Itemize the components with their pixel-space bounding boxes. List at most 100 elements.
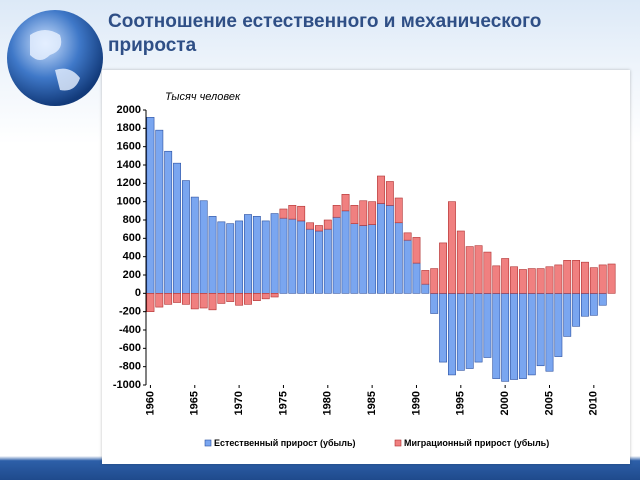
bar — [492, 293, 501, 379]
x-tick-label: 2000 — [499, 391, 511, 415]
bar — [536, 268, 545, 294]
y-tick-label: 400 — [123, 251, 141, 263]
bar — [412, 262, 421, 294]
bar — [261, 293, 270, 300]
bar — [341, 194, 350, 212]
bar — [474, 245, 483, 294]
bar — [217, 221, 226, 294]
x-tick-label: 1960 — [144, 391, 156, 415]
bar — [306, 222, 314, 230]
x-tick-label: 1990 — [410, 391, 422, 415]
bar — [208, 293, 217, 311]
y-tick-label: -600 — [119, 342, 141, 354]
bar — [518, 269, 527, 294]
bar — [288, 205, 297, 220]
x-tick-label: 2010 — [588, 391, 600, 415]
bar — [297, 220, 306, 294]
bar — [554, 264, 563, 294]
bar — [465, 293, 474, 369]
bar — [377, 203, 385, 294]
bar — [412, 237, 421, 264]
y-tick-label: 0 — [135, 287, 141, 299]
bar — [199, 200, 208, 294]
bar — [439, 293, 448, 363]
bar — [190, 196, 199, 294]
bar — [403, 232, 412, 241]
bar — [323, 219, 332, 230]
bar — [385, 205, 394, 294]
bar — [527, 268, 536, 294]
x-tick-label: 2005 — [543, 391, 555, 415]
bar — [332, 216, 341, 294]
bar — [483, 251, 492, 294]
bar — [146, 293, 155, 312]
x-tick-label: 1980 — [322, 391, 334, 415]
y-tick-label: 200 — [123, 269, 141, 281]
bar — [572, 293, 581, 327]
y-tick-label: 1000 — [117, 196, 141, 208]
bar — [377, 175, 385, 204]
bar — [536, 293, 545, 367]
y-tick-label: 1400 — [117, 159, 141, 171]
bar — [350, 205, 359, 224]
bar — [297, 205, 306, 222]
bar — [581, 293, 589, 317]
bar — [598, 293, 607, 306]
bar — [403, 239, 412, 294]
slide-title: Соотношение естественного и механическог… — [108, 11, 542, 56]
bar — [545, 266, 554, 294]
bar — [527, 293, 536, 376]
y-tick-label: -400 — [119, 324, 141, 336]
bar — [244, 214, 252, 294]
bar — [146, 117, 155, 294]
bar — [155, 129, 164, 294]
legend-swatch — [394, 439, 402, 447]
bar — [314, 225, 323, 232]
bar — [448, 293, 456, 376]
bar — [226, 293, 235, 302]
y-tick-label: -1000 — [113, 379, 141, 391]
bar — [261, 220, 270, 294]
bar — [581, 261, 589, 294]
y-tick-label: 800 — [123, 214, 141, 226]
bar — [510, 266, 518, 294]
y-tick-label: 2000 — [117, 104, 141, 116]
bar — [332, 205, 341, 218]
bar — [518, 293, 527, 379]
bar — [394, 222, 403, 294]
x-tick-label: 1995 — [455, 391, 467, 415]
bar — [306, 228, 314, 294]
bar — [208, 216, 217, 294]
bar — [190, 293, 199, 310]
bar — [359, 200, 368, 226]
bar — [164, 293, 173, 305]
x-tick-label: 1965 — [189, 391, 201, 415]
bar — [448, 201, 456, 294]
bar — [252, 216, 261, 294]
bar — [607, 263, 616, 294]
y-tick-label: 1200 — [117, 177, 141, 189]
bar — [252, 293, 261, 301]
bar — [368, 224, 377, 294]
bar — [554, 293, 563, 357]
bar — [474, 293, 483, 363]
globe — [7, 10, 103, 106]
bar — [430, 293, 439, 314]
bar — [598, 264, 607, 294]
y-tick-label: 1800 — [117, 122, 141, 134]
legend-label: Миграционный прирост (убыль) — [404, 438, 549, 448]
bar — [510, 293, 518, 380]
bar — [545, 293, 554, 372]
bar — [563, 260, 572, 294]
bar — [199, 293, 208, 309]
bar — [279, 208, 288, 219]
bar — [270, 293, 279, 298]
bar — [368, 201, 377, 225]
bar — [439, 242, 448, 294]
bar — [235, 293, 244, 306]
bar — [421, 270, 430, 285]
bar — [279, 217, 288, 294]
